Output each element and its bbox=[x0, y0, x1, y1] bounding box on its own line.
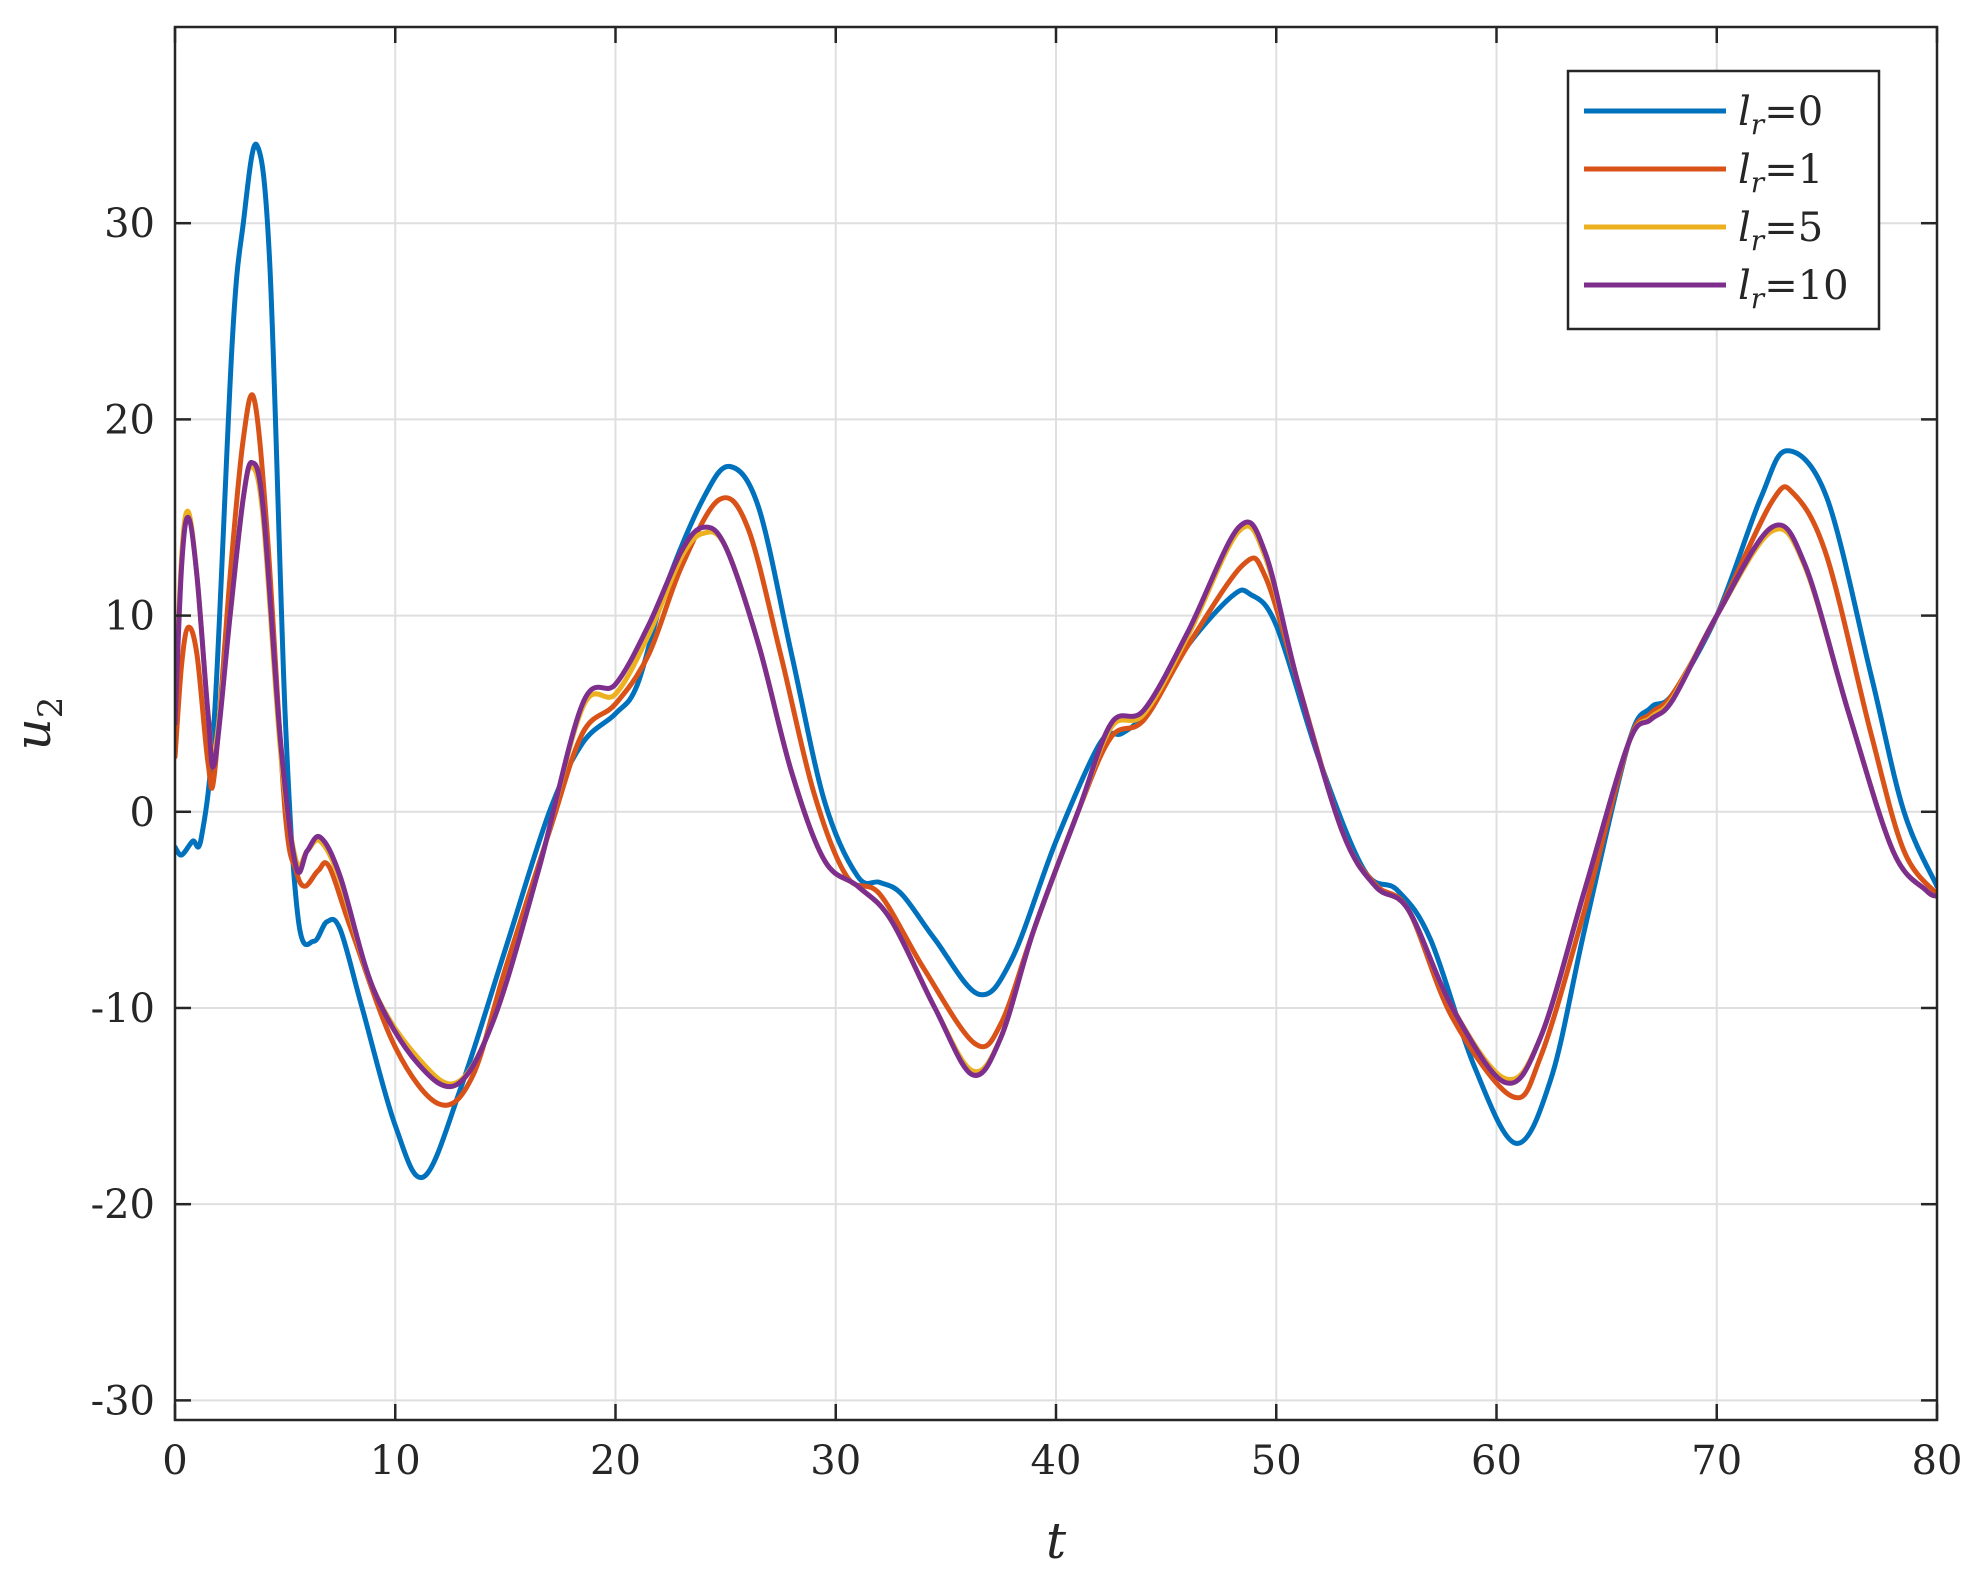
series-line-3 bbox=[175, 460, 1937, 1090]
y-tick-label: 0 bbox=[130, 790, 155, 836]
y-tick-label: 10 bbox=[104, 594, 155, 640]
x-tick-label: 20 bbox=[590, 1438, 641, 1484]
x-tick-label: 0 bbox=[162, 1438, 187, 1484]
x-tick-label: 80 bbox=[1912, 1438, 1963, 1484]
legend-label-3: lr=10 bbox=[1738, 263, 1849, 315]
y-tick-label: -20 bbox=[91, 1182, 155, 1228]
x-tick-label: 40 bbox=[1031, 1438, 1082, 1484]
legend-label-sub: r bbox=[1751, 166, 1766, 199]
x-tick-label: 30 bbox=[810, 1438, 861, 1484]
legend-label-var: l bbox=[1738, 147, 1751, 193]
y-tick-label: -10 bbox=[91, 986, 155, 1032]
y-tick-label: 20 bbox=[104, 397, 155, 443]
y-axis-label-main: u bbox=[4, 718, 62, 750]
x-tick-label: 50 bbox=[1251, 1438, 1302, 1484]
legend-label-value: =0 bbox=[1764, 89, 1823, 135]
legend-label-value: =5 bbox=[1764, 205, 1823, 251]
x-tick-label: 70 bbox=[1691, 1438, 1742, 1484]
y-axis-label: u2 bbox=[4, 697, 71, 751]
legend-label-1: lr=1 bbox=[1738, 147, 1823, 199]
legend-label-sub: r bbox=[1751, 282, 1766, 315]
legend-label-var: l bbox=[1738, 89, 1751, 135]
series-line-0 bbox=[175, 141, 1937, 1181]
legend-label-value: =1 bbox=[1764, 147, 1823, 193]
y-tick-label: 30 bbox=[104, 201, 155, 247]
y-axis-label-sub: 2 bbox=[31, 697, 71, 719]
legend-label-2: lr=5 bbox=[1738, 205, 1823, 257]
legend-label-value: =10 bbox=[1764, 263, 1848, 309]
ticks bbox=[173, 27, 1939, 1420]
legend-label-sub: r bbox=[1751, 224, 1766, 257]
tick-labels: 0 10 20 30 40 50 60 70 80 -30 -20 -10 0 10 20 30 bbox=[91, 201, 1963, 1484]
x-tick-label: 10 bbox=[370, 1438, 421, 1484]
legend-label-0: lr=0 bbox=[1738, 89, 1823, 141]
x-tick-label: 60 bbox=[1471, 1438, 1522, 1484]
legend-label-sub: r bbox=[1751, 108, 1766, 141]
x-axis-label: t bbox=[1046, 1512, 1067, 1570]
series-layer bbox=[175, 141, 1937, 1181]
y-tick-label: -30 bbox=[91, 1378, 155, 1424]
legend: lr=0lr=1lr=5lr=10 bbox=[1566, 69, 1881, 331]
legend-label-var: l bbox=[1738, 205, 1751, 251]
legend-label-var: l bbox=[1738, 263, 1751, 309]
